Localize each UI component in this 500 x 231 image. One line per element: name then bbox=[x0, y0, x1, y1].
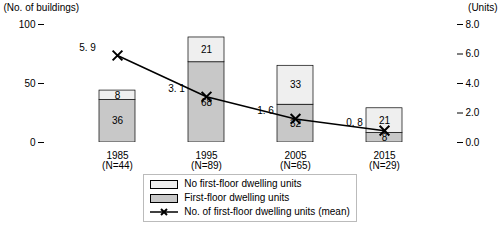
svg-text:5. 9: 5. 9 bbox=[79, 42, 96, 53]
svg-text:(Units): (Units) bbox=[468, 2, 497, 13]
svg-text:0: 0 bbox=[30, 137, 36, 148]
svg-text:2005(N=65): 2005(N=65) bbox=[280, 150, 311, 171]
svg-text:0. 8: 0. 8 bbox=[346, 117, 363, 128]
svg-text:2.0: 2.0 bbox=[466, 107, 480, 118]
svg-text:8.0: 8.0 bbox=[466, 19, 480, 30]
html-text:No first-floor dwelling units: No first-floor dwelling units bbox=[184, 178, 302, 189]
svg-text:1995(N=89): 1995(N=89) bbox=[191, 150, 222, 171]
svg-text:36: 36 bbox=[112, 115, 124, 126]
html-text:No. of first-floor dwelling un: No. of first-floor dwelling units (mean) bbox=[184, 206, 350, 217]
svg-text:8: 8 bbox=[381, 132, 388, 143]
svg-text:1. 6: 1. 6 bbox=[257, 105, 274, 116]
svg-text:2015(N=29): 2015(N=29) bbox=[369, 150, 400, 171]
svg-text:50: 50 bbox=[24, 78, 36, 89]
svg-text:21: 21 bbox=[201, 44, 213, 55]
svg-text:100: 100 bbox=[19, 19, 36, 30]
html-text:First-floor dwelling units: First-floor dwelling units bbox=[184, 192, 290, 203]
svg-text:6.0: 6.0 bbox=[466, 48, 480, 59]
svg-text:33: 33 bbox=[290, 79, 302, 90]
svg-text:4.0: 4.0 bbox=[466, 78, 480, 89]
svg-text:0.0: 0.0 bbox=[466, 137, 480, 148]
svg-text:(No. of buildings): (No. of buildings) bbox=[4, 2, 80, 13]
svg-text:3. 1: 3. 1 bbox=[168, 83, 185, 94]
svg-text:1985(N=44): 1985(N=44) bbox=[102, 150, 133, 171]
svg-text:68: 68 bbox=[200, 96, 213, 108]
svg-text:21: 21 bbox=[379, 115, 391, 126]
svg-text:8: 8 bbox=[115, 90, 121, 101]
